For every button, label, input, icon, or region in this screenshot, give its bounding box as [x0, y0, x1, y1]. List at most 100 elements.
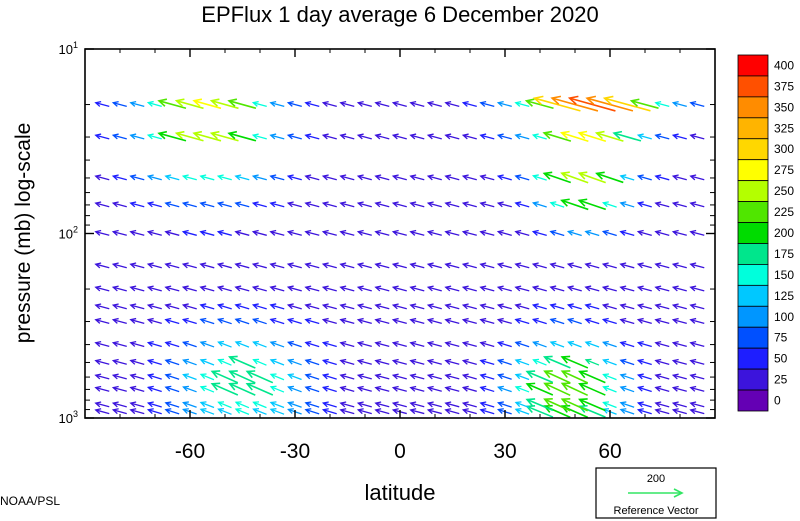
flux-vector [94, 262, 110, 269]
flux-vector [496, 303, 512, 310]
flux-vector [461, 358, 477, 365]
flux-vector [164, 229, 180, 236]
flux-vector [461, 262, 477, 269]
flux-vector [654, 285, 670, 292]
reference-arrow-head [673, 488, 684, 498]
flux-vector [129, 358, 145, 365]
colorbar-label: 375 [774, 79, 794, 93]
flux-vector [286, 201, 302, 208]
flux-vector [577, 171, 606, 184]
flux-vector [217, 358, 232, 366]
flux-vector [269, 174, 285, 181]
flux-vector [514, 408, 530, 415]
flux-vector [234, 201, 250, 208]
flux-vector [339, 262, 355, 269]
flux-vector [245, 370, 274, 384]
flux-vector [251, 285, 267, 292]
flux-vector [549, 303, 565, 310]
reference-arrow [628, 488, 684, 498]
colorbar-label: 150 [774, 268, 794, 282]
flux-vector [304, 317, 320, 325]
flux-vector [577, 130, 607, 142]
flux-vector [409, 303, 425, 310]
flux-vector [602, 340, 617, 348]
flux-vector [227, 98, 257, 110]
flux-vector [444, 373, 460, 380]
flux-vector [391, 174, 407, 181]
flux-vector [636, 401, 652, 408]
colorbar-label: 125 [774, 289, 794, 303]
flux-vector [356, 174, 372, 181]
flux-vector [391, 358, 407, 365]
flux-vector [182, 358, 197, 366]
flux-vector [94, 303, 110, 310]
flux-vector [514, 358, 530, 366]
flux-vector [216, 174, 232, 181]
flux-vector [321, 303, 337, 310]
flux-vector [602, 358, 617, 366]
flux-vector [654, 408, 670, 415]
flux-vector [321, 401, 337, 408]
flux-vector [496, 262, 512, 269]
colorbar-swatch [737, 117, 769, 140]
flux-vector [601, 229, 617, 237]
flux-vector [304, 340, 320, 348]
flux-vector [689, 174, 705, 181]
flux-vector [269, 340, 285, 348]
flux-vector [602, 385, 617, 393]
flux-vector [157, 98, 187, 110]
flux-vector [174, 98, 204, 110]
flux-vector [286, 303, 302, 310]
flux-vector [671, 401, 687, 408]
flux-vector [531, 303, 547, 310]
flux-vector [479, 385, 495, 393]
flux-vector [566, 229, 582, 237]
flux-vector [199, 340, 215, 348]
flux-vector [146, 174, 162, 181]
flux-vector [374, 385, 390, 392]
flux-vector [356, 358, 372, 365]
flux-vector [595, 171, 624, 184]
flux-vector [94, 285, 110, 292]
flux-vector [426, 408, 442, 415]
flux-vector [199, 174, 215, 181]
colorbar-swatch [737, 138, 769, 161]
colorbar-label: 25 [774, 373, 788, 387]
flux-vector [287, 373, 302, 381]
flux-vector [94, 408, 110, 415]
flux-vector [209, 98, 239, 110]
flux-vector [524, 98, 554, 110]
flux-vector [164, 317, 180, 325]
colorbar-legend: 4003753503253002752502252001751501251007… [737, 54, 794, 412]
flux-vector [287, 401, 302, 408]
flux-vector [689, 358, 705, 365]
flux-vector [304, 385, 320, 393]
flux-vector [356, 262, 372, 269]
flux-vector [444, 229, 460, 236]
colorbar-label: 200 [774, 226, 794, 240]
flux-vector [461, 317, 477, 324]
flux-vector [479, 340, 495, 348]
flux-vector [269, 229, 285, 236]
flux-vector [321, 340, 337, 348]
flux-vector [409, 373, 425, 380]
flux-vector [129, 373, 145, 380]
flux-vector [689, 229, 705, 236]
flux-vector [444, 385, 460, 392]
flux-vector [269, 358, 285, 366]
colorbar-swatch [737, 368, 769, 391]
flux-vector [339, 174, 355, 181]
flux-vector [461, 408, 477, 415]
colorbar-swatch [737, 305, 769, 328]
flux-vector [164, 385, 180, 393]
flux-vector [129, 174, 145, 181]
flux-vector [304, 408, 320, 415]
flux-vector [94, 385, 110, 392]
x-axis-label: latitude [365, 480, 436, 505]
colorbar-swatch [737, 347, 769, 370]
flux-vector [304, 229, 320, 236]
flux-vector [391, 340, 407, 348]
flux-vector [245, 382, 274, 396]
flux-vector [560, 370, 589, 384]
flux-vector [671, 317, 687, 324]
